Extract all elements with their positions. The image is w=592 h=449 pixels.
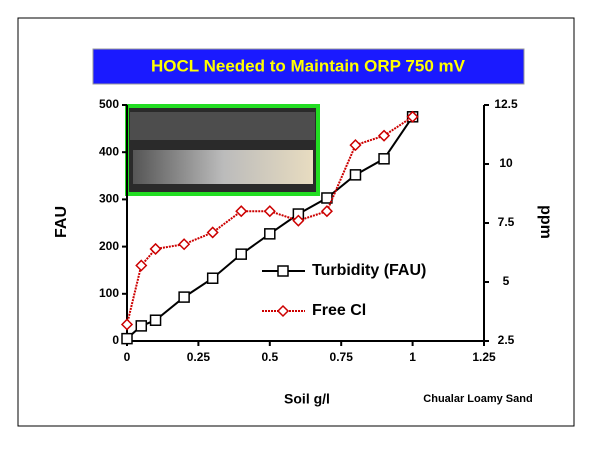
y-tick-label: 500 [99, 97, 119, 111]
marker [378, 153, 390, 165]
y2-tick-label: 12.5 [494, 97, 518, 111]
marker [120, 318, 134, 331]
x-tick-label: 0.75 [330, 350, 354, 364]
marker [135, 320, 148, 332]
y-tick-label: 300 [99, 192, 119, 206]
marker [178, 291, 190, 303]
x-tick-label: 0.25 [187, 350, 211, 364]
x-axis-label: Soil g/l [284, 391, 330, 407]
marker [349, 169, 362, 181]
chart-title: HOCL Needed to Maintain ORP 750 mV [151, 56, 466, 75]
legend-label: Free Cl [312, 302, 366, 319]
marker [292, 214, 305, 227]
legend-marker [276, 304, 290, 318]
marker [135, 259, 148, 272]
marker [121, 332, 133, 345]
y2-tick-label: 2.5 [498, 333, 515, 347]
y-tick-label: 0 [112, 333, 119, 347]
marker [235, 248, 247, 260]
marker [320, 205, 333, 218]
y-tick-label: 200 [99, 239, 119, 253]
marker [349, 139, 362, 152]
marker [264, 228, 276, 240]
legend-label: Turbidity (FAU) [312, 262, 426, 279]
x-tick-label: 1 [409, 350, 416, 364]
y2-axis-label: ppm [537, 205, 554, 239]
y-tick-label: 400 [99, 144, 119, 158]
x-tick-label: 1.25 [472, 350, 496, 364]
annotation: Chualar Loamy Sand [423, 393, 532, 405]
inset-photo [125, 104, 320, 196]
marker [206, 272, 219, 284]
marker [263, 205, 276, 218]
legend-marker [277, 265, 289, 277]
y-axis-label: FAU [53, 206, 70, 238]
title-box [92, 48, 525, 85]
marker [206, 226, 219, 239]
marker [377, 129, 391, 142]
y2-tick-label: 5 [503, 274, 510, 288]
marker [406, 110, 419, 123]
y-tick-label: 100 [99, 286, 119, 300]
marker [149, 314, 162, 326]
x-tick-label: 0 [124, 350, 131, 364]
x-tick-label: 0.5 [261, 350, 278, 364]
y2-tick-label: 7.5 [498, 215, 515, 229]
marker [178, 238, 191, 251]
marker [235, 205, 248, 218]
marker [149, 242, 162, 256]
y2-tick-label: 10 [499, 156, 513, 170]
